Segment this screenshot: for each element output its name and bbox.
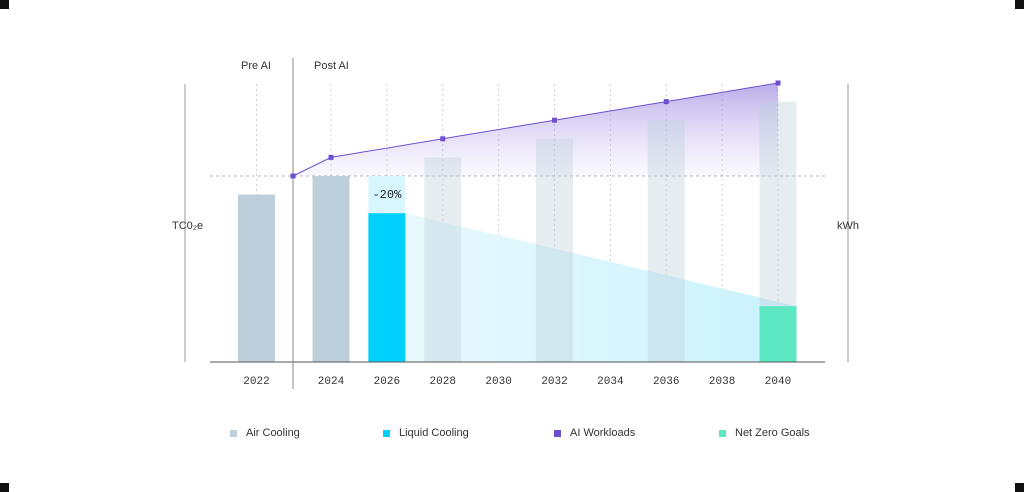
- liquid-cooling-projection-area: [405, 213, 797, 362]
- air-cooling-bar-2022: [238, 194, 275, 362]
- legend-item-liquid-cooling: Liquid Cooling: [383, 427, 469, 439]
- ai-workloads-point-2040: [775, 80, 781, 86]
- x-tick-label-2024: 2024: [318, 376, 345, 388]
- left-axis-label: TC0₂e: [172, 220, 203, 232]
- bars-layer: [238, 101, 797, 362]
- ai-workloads-point-2036: [663, 99, 669, 105]
- x-tick-label-2030: 2030: [485, 376, 511, 388]
- x-tick-labels: 2022 2024 2026 2028 2030 2032 2034 2036 2038 2040: [243, 376, 791, 388]
- x-tick-label-2026: 2026: [374, 376, 400, 388]
- air-cooling-bar-2032: [536, 138, 573, 362]
- ai-workloads-point-2032: [552, 117, 557, 123]
- ai-workloads-area: [293, 83, 778, 176]
- x-tick-label-2032: 2032: [541, 376, 567, 388]
- chart-canvas: Pre AI Post AI TC0₂e kWh 2022 2024 2026 202…: [172, 58, 859, 389]
- reduction-annotation: -20%: [372, 188, 402, 202]
- legend: Air Cooling Liquid Cooling AI Workloads Net…: [0, 427, 1024, 443]
- ai-workloads-point-2023: [290, 173, 296, 179]
- corner-mark-bottom-left: [0, 483, 9, 492]
- x-tick-label-2028: 2028: [430, 376, 456, 388]
- right-axis-label: kWh: [837, 220, 859, 232]
- ai-workloads-area-layer: [293, 83, 778, 176]
- liquid-cooling-bar-2026: [368, 213, 406, 362]
- liquid-cooling-reduction-band: [368, 176, 406, 214]
- legend-item-net-zero-goals: Net Zero Goals: [719, 427, 810, 439]
- air-cooling-bar-2024: [312, 176, 350, 362]
- legend-item-air-cooling: Air Cooling: [230, 427, 300, 439]
- legend-swatch: [554, 429, 561, 437]
- legend-swatch: [383, 429, 390, 437]
- net-zero-bar-2040: [759, 306, 797, 362]
- x-tick-label-2038: 2038: [709, 376, 735, 388]
- x-tick-label-2040: 2040: [765, 376, 791, 388]
- air-cooling-bar-2028: [424, 157, 462, 362]
- legend-label: Liquid Cooling: [399, 427, 469, 439]
- x-tick-label-2036: 2036: [653, 376, 679, 388]
- legend-label: Air Cooling: [246, 427, 300, 439]
- ai-workloads-point-2024: [328, 154, 334, 160]
- pre-ai-label: Pre AI: [241, 60, 271, 72]
- legend-label: Net Zero Goals: [735, 427, 810, 439]
- legend-swatch: [719, 429, 726, 437]
- corner-mark-top-right: [1015, 0, 1024, 9]
- legend-swatch: [230, 429, 237, 437]
- ai-workloads-line-layer: [290, 80, 781, 179]
- ai-workloads-point-2028: [440, 136, 446, 142]
- ai-workloads-line: [292, 82, 779, 177]
- legend-label: AI Workloads: [570, 427, 636, 439]
- liquid-projection-layer: [405, 213, 797, 362]
- corner-mark-bottom-right: [1015, 483, 1024, 492]
- annotations-layer: -20%: [372, 188, 402, 202]
- x-tick-label-2022: 2022: [243, 376, 269, 388]
- x-tick-label-2034: 2034: [597, 376, 624, 388]
- post-ai-label: Post AI: [314, 60, 349, 72]
- air-cooling-bar-2036: [647, 120, 685, 362]
- corner-mark-top-left: [0, 0, 9, 9]
- legend-item-ai-workloads: AI Workloads: [554, 427, 635, 439]
